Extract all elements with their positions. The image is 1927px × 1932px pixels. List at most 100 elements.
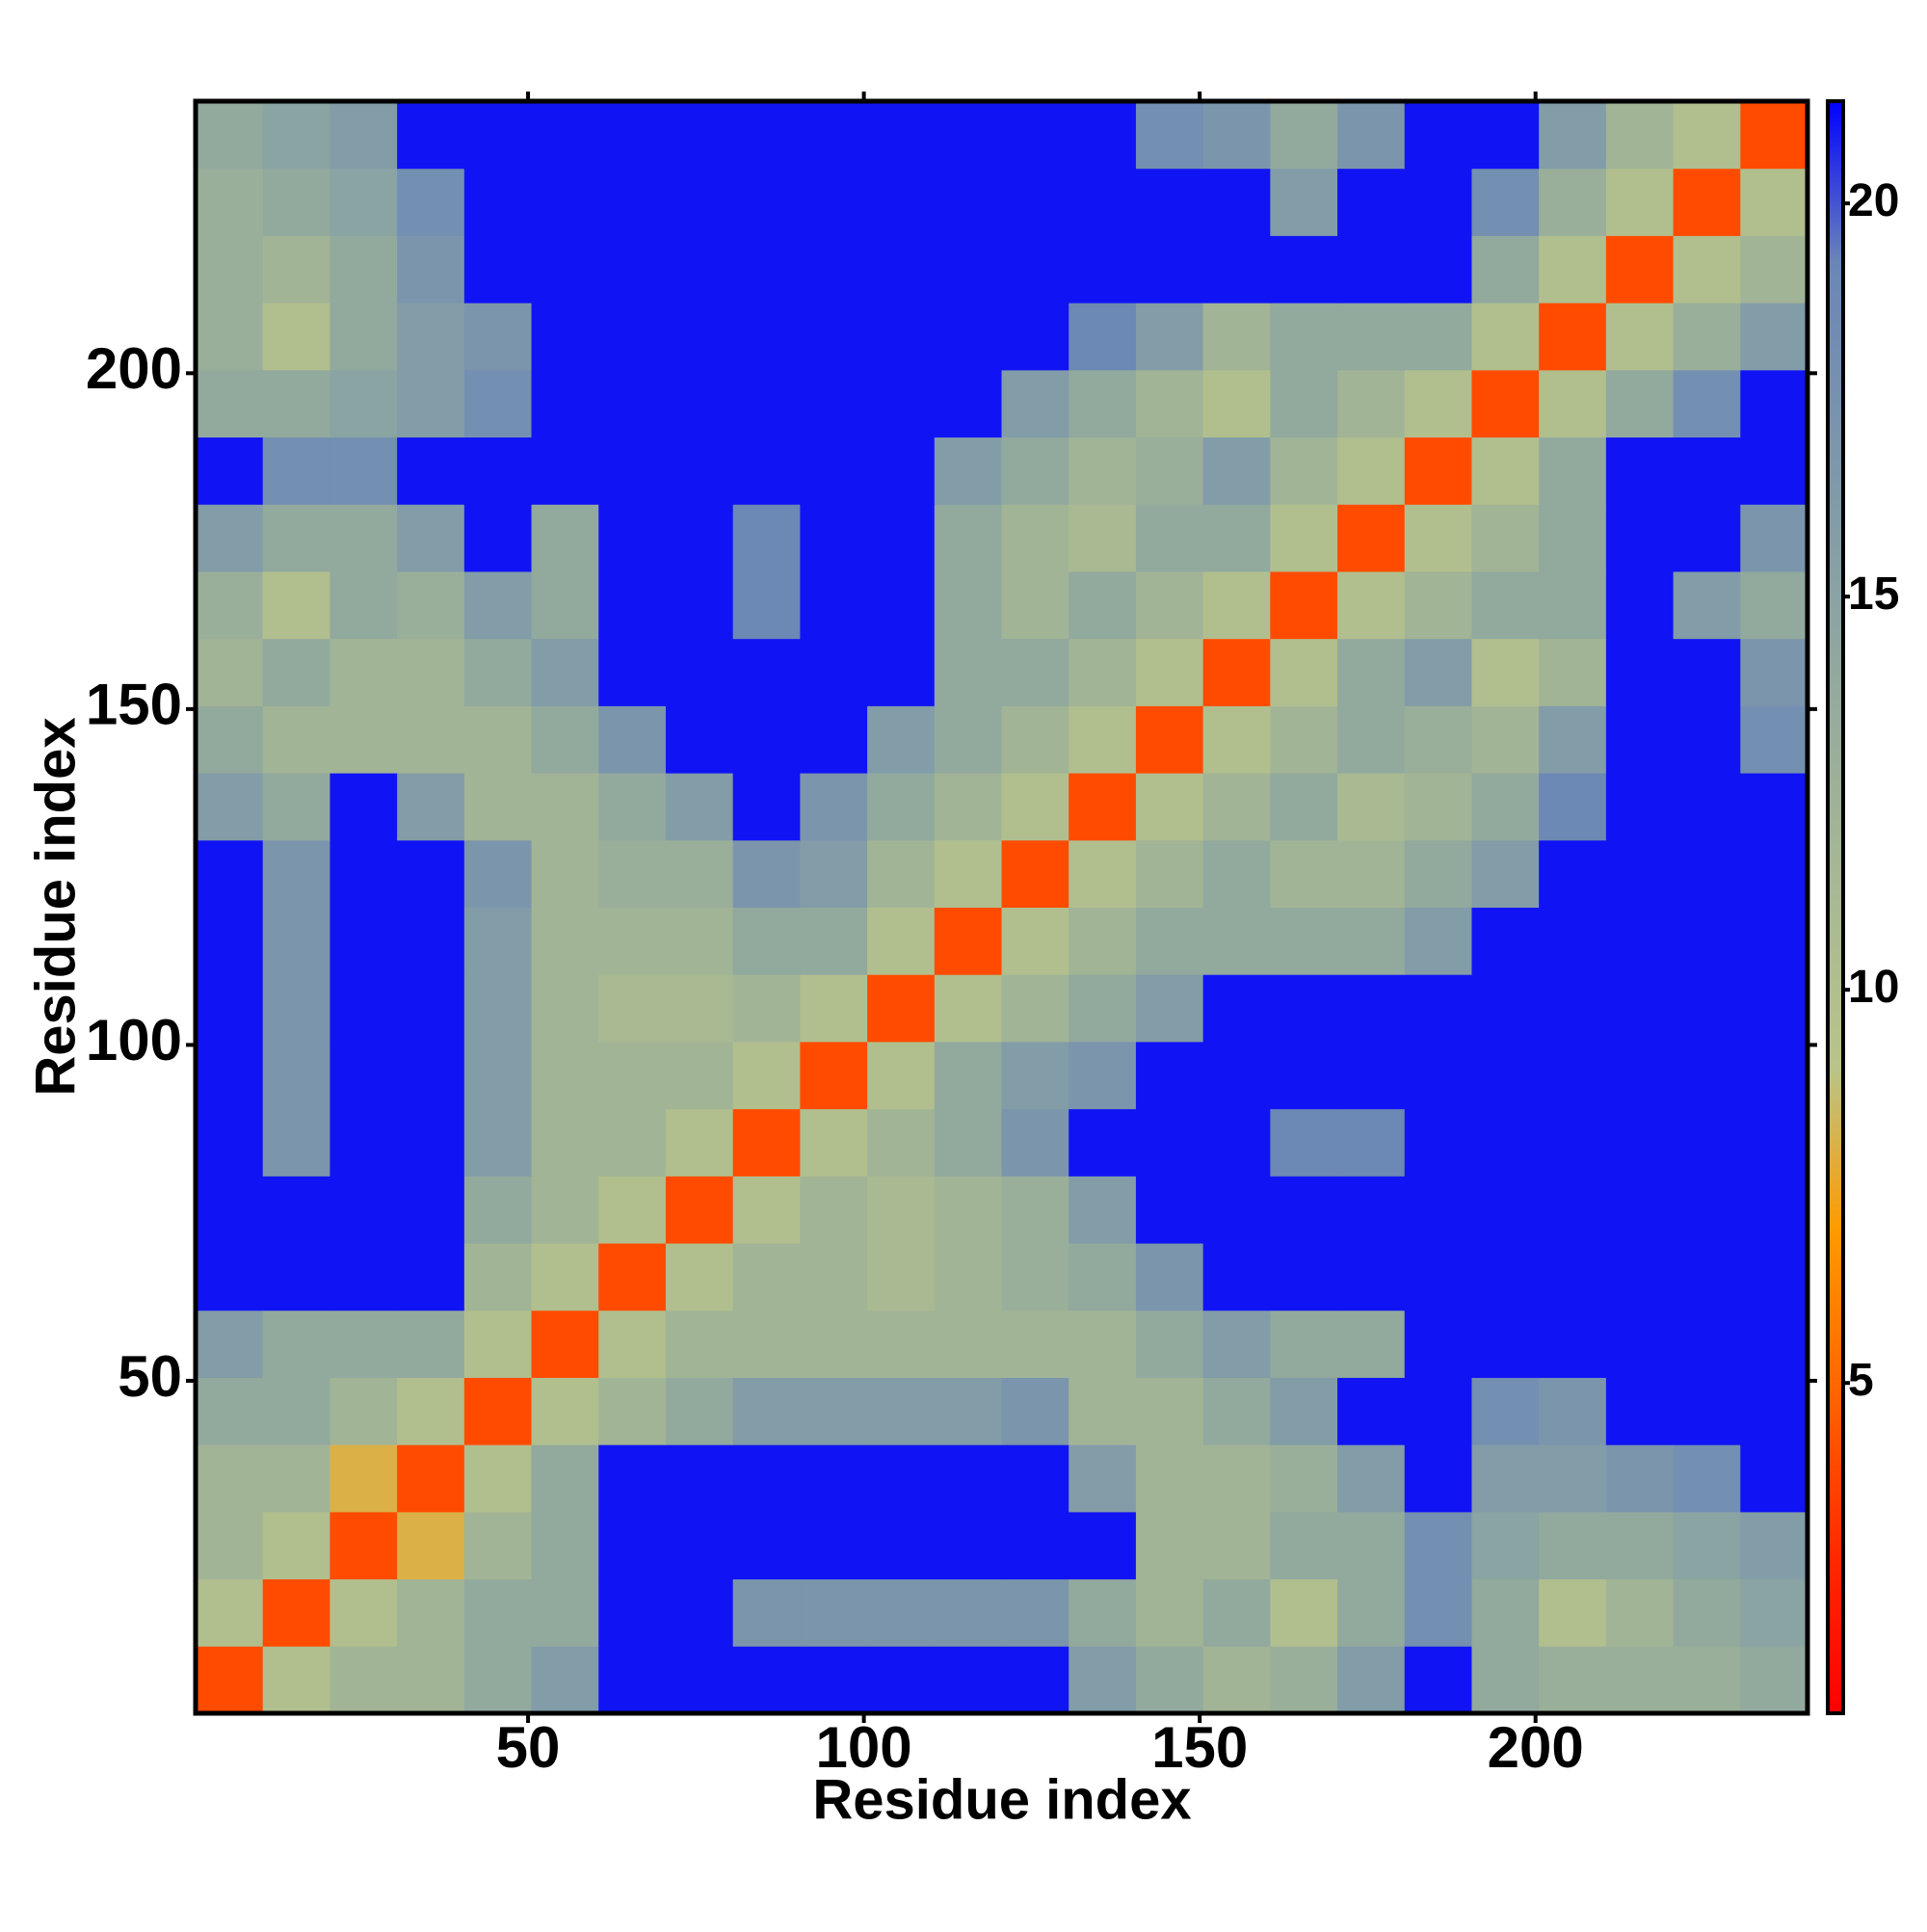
heatmap-cell — [1069, 839, 1137, 908]
heatmap-cell — [598, 839, 667, 908]
heatmap-cell — [800, 1444, 868, 1513]
heatmap-cell — [934, 839, 1002, 908]
heatmap-cell — [1539, 101, 1607, 170]
heatmap-cell — [262, 303, 330, 371]
y-tick-label: 150 — [86, 673, 182, 737]
heatmap-cell — [1673, 839, 1741, 908]
heatmap-cell — [1673, 437, 1741, 505]
heatmap-cell — [1270, 773, 1338, 841]
heatmap-cell — [732, 1310, 801, 1378]
heatmap-cell — [1471, 705, 1540, 774]
heatmap-cell — [665, 168, 734, 236]
heatmap-cell — [1337, 369, 1406, 438]
heatmap-cell — [463, 303, 533, 371]
heatmap-cell — [196, 1511, 264, 1580]
heatmap-cell — [867, 974, 936, 1043]
heatmap-cell — [397, 1511, 465, 1580]
y-tick-label: 200 — [86, 336, 182, 401]
heatmap-cell — [1673, 1243, 1741, 1311]
colorbar-tick-label: 20 — [1848, 175, 1899, 226]
colorbar-tick-label: 5 — [1848, 1355, 1874, 1406]
heatmap-cell — [598, 1578, 667, 1647]
heatmap-cell — [1404, 1041, 1472, 1110]
heatmap-cell — [262, 1243, 330, 1311]
heatmap-cell — [934, 1176, 1002, 1244]
heatmap-cell — [665, 974, 734, 1043]
heatmap-cell — [397, 1646, 465, 1714]
heatmap-cell — [732, 974, 801, 1043]
heatmap-cell — [1202, 839, 1271, 908]
heatmap-cell — [531, 1511, 599, 1580]
heatmap-cell — [1539, 839, 1607, 908]
heatmap-cell — [1337, 1243, 1406, 1311]
heatmap-cell — [1069, 638, 1137, 706]
heatmap-cell — [800, 101, 868, 170]
heatmap-cell — [1069, 907, 1137, 975]
heatmap-cell — [330, 1310, 398, 1378]
heatmap-cell — [330, 773, 398, 841]
heatmap-cell — [732, 303, 801, 371]
heatmap-cell — [1069, 1310, 1137, 1378]
heatmap-cell — [1135, 773, 1204, 841]
heatmap-cell — [397, 437, 465, 505]
heatmap-cell — [397, 705, 465, 774]
heatmap-cell — [1069, 101, 1137, 170]
heatmap-cell — [1740, 570, 1808, 640]
heatmap-cell — [665, 1176, 734, 1244]
heatmap-cell — [598, 303, 667, 371]
heatmap-cell — [1471, 638, 1540, 706]
heatmap-cell — [1673, 168, 1741, 236]
heatmap-cell — [1673, 907, 1741, 975]
heatmap-cell — [1001, 638, 1069, 706]
heatmap-cell — [330, 907, 398, 975]
heatmap-cell — [1135, 101, 1204, 170]
heatmap-cell — [1135, 369, 1204, 438]
heatmap-cell — [1202, 1444, 1271, 1513]
heatmap-cell — [1471, 839, 1540, 908]
heatmap-cell — [1069, 1041, 1137, 1110]
heatmap-cell — [196, 974, 264, 1043]
heatmap-cell — [330, 303, 398, 371]
heatmap-cell — [1539, 235, 1607, 304]
heatmap-cell — [598, 907, 667, 975]
heatmap-cell — [1069, 168, 1137, 236]
heatmap-cell — [397, 1377, 465, 1445]
heatmap-cell — [1202, 303, 1271, 371]
heatmap-cell — [531, 1243, 599, 1311]
heatmap-cell — [1404, 638, 1472, 706]
heatmap-cell — [196, 1578, 264, 1647]
heatmap-cell — [262, 168, 330, 236]
heatmap-cell — [196, 504, 264, 572]
heatmap-cell — [1270, 1310, 1338, 1378]
heatmap-cell — [1001, 974, 1069, 1043]
heatmap-cell — [867, 1310, 936, 1378]
heatmap-cell — [262, 1444, 330, 1513]
heatmap-cell — [934, 1310, 1002, 1378]
heatmap-cell — [397, 168, 465, 236]
heatmap-cell — [665, 839, 734, 908]
heatmap-cell — [665, 1108, 734, 1177]
heatmap-cell — [397, 1578, 465, 1647]
heatmap-cell — [1001, 168, 1069, 236]
heatmap-cell — [1069, 369, 1137, 438]
heatmap-cell — [665, 773, 734, 841]
heatmap-cell — [1202, 504, 1271, 572]
heatmap-cell — [1135, 1578, 1204, 1647]
heatmap-cell — [800, 1108, 868, 1177]
heatmap-cell — [1202, 773, 1271, 841]
heatmap-cell — [800, 638, 868, 706]
heatmap-cell — [262, 369, 330, 438]
heatmap-cell — [867, 235, 936, 304]
heatmap-cell — [531, 101, 599, 170]
heatmap-cell — [1605, 168, 1675, 236]
heatmap-cell — [196, 168, 264, 236]
heatmap-cell — [1135, 235, 1204, 304]
heatmap-cell — [867, 1108, 936, 1177]
heatmap-cell — [330, 638, 398, 706]
heatmap-cell — [1069, 1646, 1137, 1714]
heatmap-cell — [1471, 101, 1540, 170]
heatmap-cell — [598, 1310, 667, 1378]
heatmap-cell — [1001, 303, 1069, 371]
heatmap-cell — [1135, 1176, 1204, 1244]
heatmap-cell — [665, 369, 734, 438]
